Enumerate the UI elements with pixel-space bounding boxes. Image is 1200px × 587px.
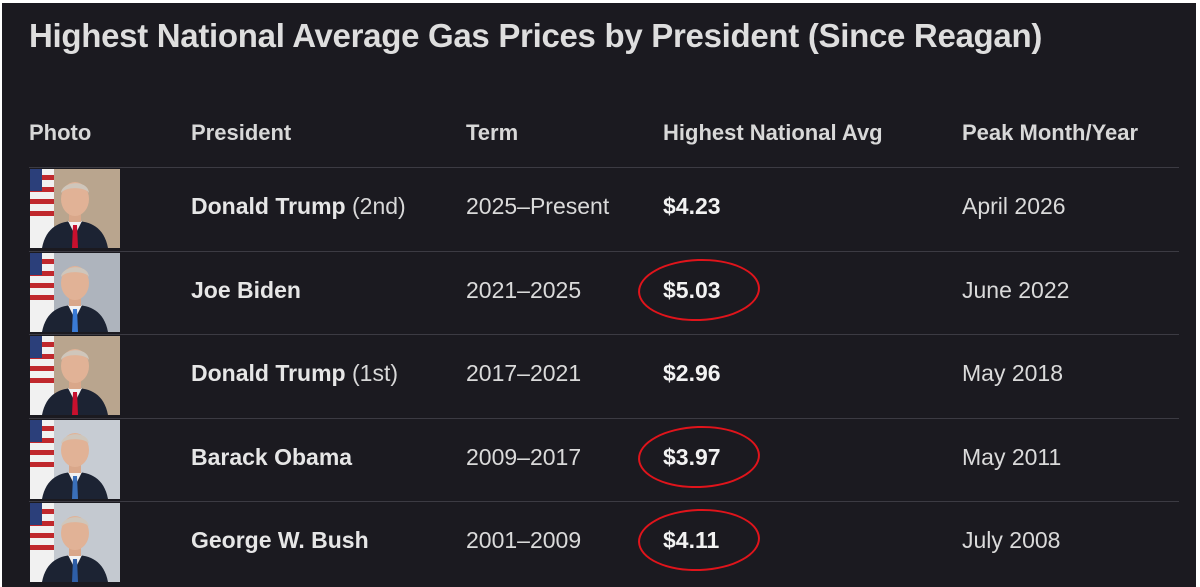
president-name: George W. Bush bbox=[191, 527, 369, 554]
president-name-text: Donald Trump bbox=[191, 193, 346, 219]
column-header-president: President bbox=[191, 120, 292, 145]
term-years: 2021–2025 bbox=[466, 276, 582, 303]
president-name: Donald Trump (2nd) bbox=[191, 193, 406, 220]
row-divider bbox=[29, 334, 1179, 335]
peak-month-year: April 2026 bbox=[962, 193, 1066, 219]
column-header-peak-month-year: Peak Month/Year bbox=[962, 120, 1139, 145]
president-name-text: Donald Trump bbox=[191, 360, 346, 386]
president-name: Donald Trump (1st) bbox=[191, 360, 398, 387]
president-term-ordinal: (2nd) bbox=[345, 193, 406, 219]
table-row: George W. Bush 2001–2009 $4.11 July 2008 bbox=[2, 501, 1198, 584]
president-name: Joe Biden bbox=[191, 277, 301, 304]
table-row: Barack Obama 2009–2017 $3.97 May 2011 bbox=[2, 418, 1198, 501]
president-portrait bbox=[30, 419, 120, 499]
president-portrait bbox=[30, 503, 120, 582]
highest-national-avg-price: $4.23 bbox=[663, 193, 721, 219]
header-divider bbox=[29, 167, 1179, 168]
term-years: 2017–2021 bbox=[466, 360, 582, 386]
peak-month-year: June 2022 bbox=[962, 276, 1070, 303]
highest-national-avg-price: $5.03 bbox=[663, 276, 721, 303]
table-row: Donald Trump (1st) 2017–2021 $2.96 May 2018 bbox=[2, 334, 1198, 417]
table-row: Joe Biden 2021–2025 $5.03 June 2022 bbox=[2, 251, 1198, 334]
term-years: 2001–2009 bbox=[466, 527, 582, 553]
highest-national-avg-price: $3.97 bbox=[663, 443, 721, 470]
row-divider bbox=[29, 250, 1179, 252]
peak-month-year: May 2018 bbox=[962, 360, 1064, 386]
term-years: 2025–Present bbox=[466, 193, 610, 219]
highest-national-avg-price: $4.11 bbox=[663, 527, 720, 553]
president-portrait bbox=[30, 169, 120, 248]
red-highlight-circle bbox=[636, 256, 762, 323]
peak-month-year: July 2008 bbox=[962, 527, 1061, 553]
president-name-text: Joe Biden bbox=[191, 276, 301, 303]
peak-month-year: May 2011 bbox=[962, 443, 1062, 470]
page-title: Highest National Average Gas Prices by P… bbox=[29, 17, 1043, 54]
row-divider bbox=[29, 501, 1179, 502]
column-header-highest-national-avg: Highest National Avg bbox=[663, 120, 883, 145]
president-term-ordinal: (1st) bbox=[345, 360, 399, 386]
highest-national-avg-price: $2.96 bbox=[663, 360, 721, 386]
president-portrait bbox=[30, 336, 120, 415]
red-highlight-circle bbox=[636, 423, 762, 490]
column-header-term: Term bbox=[466, 120, 519, 145]
term-years: 2009–2017 bbox=[466, 443, 582, 470]
red-highlight-circle bbox=[636, 506, 762, 574]
row-divider bbox=[29, 417, 1179, 419]
president-name-text: George W. Bush bbox=[191, 527, 369, 553]
column-header-photo: Photo bbox=[29, 120, 92, 145]
table-row: Donald Trump (2nd) 2025–Present $4.23 April… bbox=[2, 167, 1198, 250]
president-portrait bbox=[30, 252, 120, 332]
president-name: Barack Obama bbox=[191, 444, 352, 471]
president-name-text: Barack Obama bbox=[191, 443, 353, 470]
